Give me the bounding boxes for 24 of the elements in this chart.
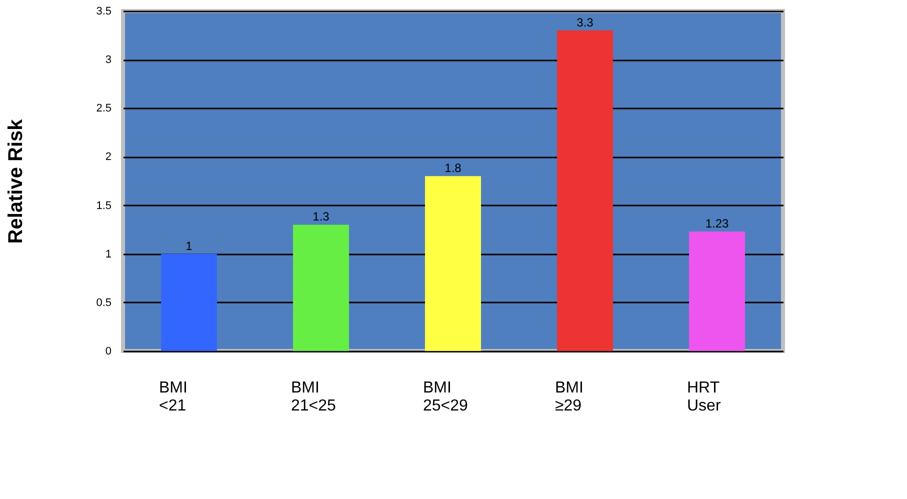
y-tick-label: 2.5	[96, 102, 112, 115]
bar	[557, 30, 613, 351]
y-tick-label: 2	[105, 151, 112, 164]
data-label: 1.3	[312, 210, 330, 224]
data-label: 1.23	[705, 216, 729, 231]
x-tick-label: HRT User	[687, 380, 722, 414]
x-tick-label: BMI ≥29	[555, 380, 584, 414]
y-tick-label: 0	[105, 346, 112, 358]
data-label: 3.3	[576, 15, 594, 30]
x-tick-label: BMI 25<29	[423, 380, 468, 414]
bar	[425, 176, 481, 351]
y-tick-label: 3.5	[96, 6, 112, 18]
data-label: 1	[186, 238, 193, 253]
x-tick-label: BMI <21	[159, 380, 188, 414]
y-axis-title: Relative Risk	[5, 118, 28, 244]
y-tick-label: 0.5	[96, 296, 112, 309]
y-tick-label: 1	[105, 248, 112, 260]
y-tick-label: 3	[105, 54, 112, 66]
bar	[161, 254, 217, 351]
x-tick-label: BMI 21<25	[291, 380, 336, 414]
y-tick-label: 1.5	[96, 200, 112, 212]
data-label: 1.8	[444, 161, 462, 176]
bar	[689, 232, 745, 351]
bar	[293, 224, 349, 351]
